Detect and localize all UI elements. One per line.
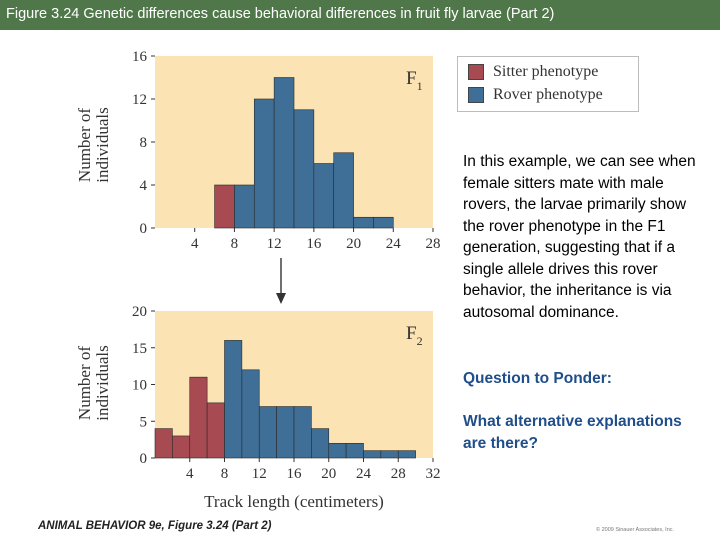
rover-bar	[333, 152, 354, 229]
y-tick-label: 16	[132, 49, 148, 65]
rover-bar	[293, 109, 315, 229]
y-tick-label: 4	[140, 178, 148, 194]
x-tick-label: 32	[426, 466, 441, 482]
rover-bar	[241, 369, 260, 459]
panel-label-main: F	[406, 323, 417, 344]
x-tick-label: 24	[386, 236, 402, 252]
figure-credit: ANIMAL BEHAVIOR 9e, Figure 3.24 (Part 2)	[38, 520, 272, 532]
y-axis-label-line1: Number of	[75, 346, 94, 420]
y-axis-label-line2: individuals	[93, 107, 112, 183]
y-axis-label-line2: individuals	[93, 345, 112, 421]
rover-bar	[293, 406, 312, 459]
x-axis-label: Track length (centimeters)	[204, 492, 384, 511]
rover-bar	[313, 163, 335, 229]
sitter-bar	[214, 184, 235, 229]
x-tick-label: 4	[186, 466, 194, 482]
rover-bar	[224, 340, 243, 459]
y-tick-label: 15	[132, 341, 147, 357]
y-tick-label: 5	[140, 414, 148, 430]
x-tick-label: 20	[321, 466, 336, 482]
legend-item-rover: Rover phenotype	[468, 85, 603, 105]
rover-bar	[311, 428, 330, 459]
x-tick-label: 16	[287, 466, 303, 482]
y-tick-label: 10	[132, 378, 147, 394]
rover-bar	[345, 442, 364, 459]
y-axis-label: Number ofindividuals	[75, 107, 112, 183]
x-tick-label: 8	[231, 236, 239, 252]
x-tick-label: 16	[306, 236, 322, 252]
y-tick-label: 20	[132, 304, 147, 320]
sitter-bar	[206, 402, 225, 459]
question-text: What alternative explanations are there?	[463, 413, 682, 452]
sitter-bar	[189, 376, 208, 459]
panel-label: F1	[406, 68, 423, 93]
x-tick-label: 24	[356, 466, 372, 482]
chart-panel-1: 0 4 8 12 16 4 8 12 16 20 24 28 Number ofindividuals F…	[75, 49, 441, 252]
x-tick-label: 28	[426, 236, 441, 252]
rover-bar	[397, 450, 416, 459]
rover-bar	[373, 216, 394, 229]
copyright-notice: © 2009 Sinauer Associates, Inc.	[596, 527, 675, 533]
legend-label-sitter: Sitter phenotype	[493, 63, 599, 80]
down-arrow-icon	[276, 293, 286, 304]
y-tick-label: 12	[132, 92, 147, 108]
header-bar: Figure 3.24 Genetic differences cause be…	[0, 0, 720, 30]
rover-bar	[328, 442, 347, 459]
sitter-bar	[172, 435, 191, 459]
legend-swatch-rover	[468, 87, 484, 103]
explanation-text: In this example, we can see when female …	[463, 153, 696, 321]
x-tick-label: 28	[391, 466, 406, 482]
panel-label: F2	[406, 323, 423, 348]
y-tick-label: 8	[140, 135, 148, 151]
chart-panel-2: 0 5 10 15 20 4 8 12 16 20 24 28 32 Number ofindividua…	[75, 304, 441, 511]
y-tick-label: 0	[140, 221, 148, 237]
panel-label-main: F	[406, 68, 417, 89]
x-tick-label: 12	[267, 236, 282, 252]
y-tick-label: 0	[140, 451, 148, 467]
panel-label-sub: 1	[417, 79, 423, 93]
y-axis-label: Number ofindividuals	[75, 345, 112, 421]
x-tick-label: 20	[346, 236, 361, 252]
rover-bar	[253, 98, 275, 229]
legend-item-sitter: Sitter phenotype	[468, 62, 598, 82]
x-tick-label: 4	[191, 236, 199, 252]
question-heading: Question to Ponder:	[463, 370, 612, 387]
chart-legend: Sitter phenotype Rover phenotype	[457, 56, 639, 112]
panel-label-sub: 2	[417, 334, 423, 348]
rover-bar	[234, 184, 255, 229]
legend-swatch-sitter	[468, 64, 484, 80]
x-tick-label: 12	[252, 466, 267, 482]
x-tick-label: 8	[221, 466, 229, 482]
rover-bar	[353, 216, 374, 229]
rover-bar	[258, 406, 277, 459]
rover-bar	[363, 450, 382, 459]
y-axis-label-line1: Number of	[75, 108, 94, 182]
rover-bar	[276, 406, 295, 459]
rover-bar	[380, 450, 399, 459]
page-title: Figure 3.24 Genetic differences cause be…	[6, 6, 555, 22]
rover-bar	[273, 77, 295, 229]
sitter-bar	[154, 428, 173, 459]
legend-label-rover: Rover phenotype	[493, 86, 603, 103]
